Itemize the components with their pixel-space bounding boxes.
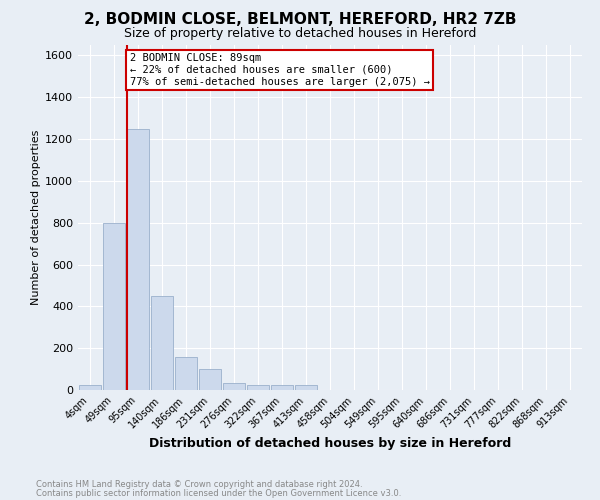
Bar bbox=[295, 385, 317, 390]
Bar bbox=[151, 296, 173, 390]
Bar bbox=[199, 369, 221, 390]
Text: 2 BODMIN CLOSE: 89sqm
← 22% of detached houses are smaller (600)
77% of semi-det: 2 BODMIN CLOSE: 89sqm ← 22% of detached … bbox=[130, 54, 430, 86]
Bar bbox=[247, 385, 269, 390]
Bar bbox=[79, 385, 101, 390]
Text: Contains HM Land Registry data © Crown copyright and database right 2024.: Contains HM Land Registry data © Crown c… bbox=[36, 480, 362, 489]
Bar bbox=[175, 356, 197, 390]
Y-axis label: Number of detached properties: Number of detached properties bbox=[31, 130, 41, 305]
Bar bbox=[271, 385, 293, 390]
Bar bbox=[223, 382, 245, 390]
Text: 2, BODMIN CLOSE, BELMONT, HEREFORD, HR2 7ZB: 2, BODMIN CLOSE, BELMONT, HEREFORD, HR2 … bbox=[84, 12, 516, 28]
Text: Size of property relative to detached houses in Hereford: Size of property relative to detached ho… bbox=[124, 28, 476, 40]
Bar bbox=[127, 128, 149, 390]
Text: Contains public sector information licensed under the Open Government Licence v3: Contains public sector information licen… bbox=[36, 488, 401, 498]
X-axis label: Distribution of detached houses by size in Hereford: Distribution of detached houses by size … bbox=[149, 437, 511, 450]
Bar bbox=[103, 222, 125, 390]
